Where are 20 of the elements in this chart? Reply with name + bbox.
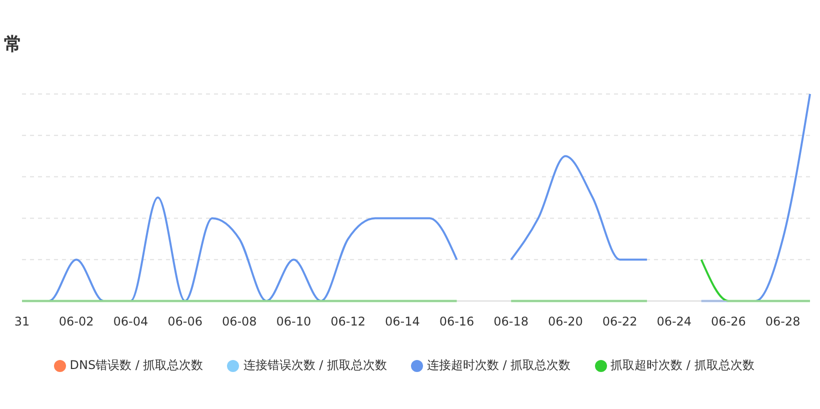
legend-label: DNS错误数 / 抓取总次数 [70, 358, 204, 372]
legend-label: 抓取超时次数 / 抓取总次数 [610, 358, 754, 372]
x-tick-label: 06-02 [58, 314, 94, 329]
x-tick-label: 06-08 [222, 314, 257, 329]
x-tick-label: 06-20 [548, 314, 583, 329]
x-tick-label: 06-26 [711, 314, 746, 329]
x-tick-label: 31 [14, 314, 30, 329]
x-tick-label: 06-18 [494, 314, 529, 329]
x-tick-label: 06-24 [656, 314, 692, 329]
legend-label: 连接错误次数 / 抓取总次数 [243, 358, 387, 372]
x-tick-label: 06-28 [765, 314, 800, 329]
x-tick-label: 06-06 [168, 314, 202, 329]
x-tick-label: 06-04 [113, 314, 148, 329]
chart-title: 常 [4, 34, 22, 56]
legend-label: 连接超时次数 / 抓取总次数 [426, 358, 571, 372]
x-tick-label: 06-14 [384, 314, 420, 329]
x-tick-label: 06-12 [330, 314, 366, 329]
x-tick-label: 06-16 [439, 314, 474, 329]
x-tick-label: 06-22 [602, 314, 638, 329]
x-tick-label: 06-10 [276, 314, 312, 329]
